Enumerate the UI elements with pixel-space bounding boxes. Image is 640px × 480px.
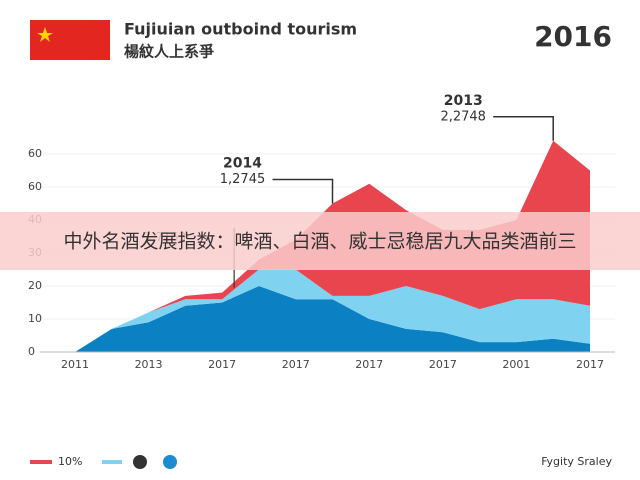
title: Fujiuian outboind tourism (124, 20, 357, 39)
x-tick-label: 2017 (208, 358, 236, 371)
footer: Fygity Sraley (541, 455, 612, 468)
year: 2016 (534, 20, 612, 53)
area (75, 269, 590, 352)
annotation-line (493, 116, 554, 141)
flag (30, 20, 110, 60)
legend-dot (133, 455, 147, 469)
annotation-label: 1,2745 (220, 172, 266, 187)
legend-label: 10% (58, 455, 82, 468)
y-tick-label: 0 (28, 345, 35, 358)
subtitle: 楊紋人上系爭 (124, 43, 214, 61)
annotation-label: 2,2748 (440, 109, 486, 124)
annotation-title: 2013 (444, 93, 483, 109)
x-tick-label: 2017 (576, 358, 604, 371)
x-tick-label: 2017 (355, 358, 383, 371)
annotation-line (272, 178, 334, 204)
x-tick-label: 2017 (282, 358, 310, 371)
x-tick-label: 2011 (61, 358, 89, 371)
y-tick-label: 60 (28, 180, 42, 193)
banner-band (0, 212, 640, 270)
x-tick-label: 2001 (502, 358, 530, 371)
legend-dot (163, 455, 177, 469)
area (75, 286, 590, 352)
y-tick-label: 10 (28, 312, 42, 325)
banner: 中外名酒发展指数：啤酒、白酒、威士忌稳居九大品类酒前三 (63, 231, 576, 253)
y-tick-label: 20 (28, 279, 42, 292)
x-tick-label: 2013 (135, 358, 163, 371)
x-tick-label: 2017 (429, 358, 457, 371)
y-tick-label: 60 (28, 147, 42, 160)
annotation-title: 2014 (223, 156, 262, 172)
